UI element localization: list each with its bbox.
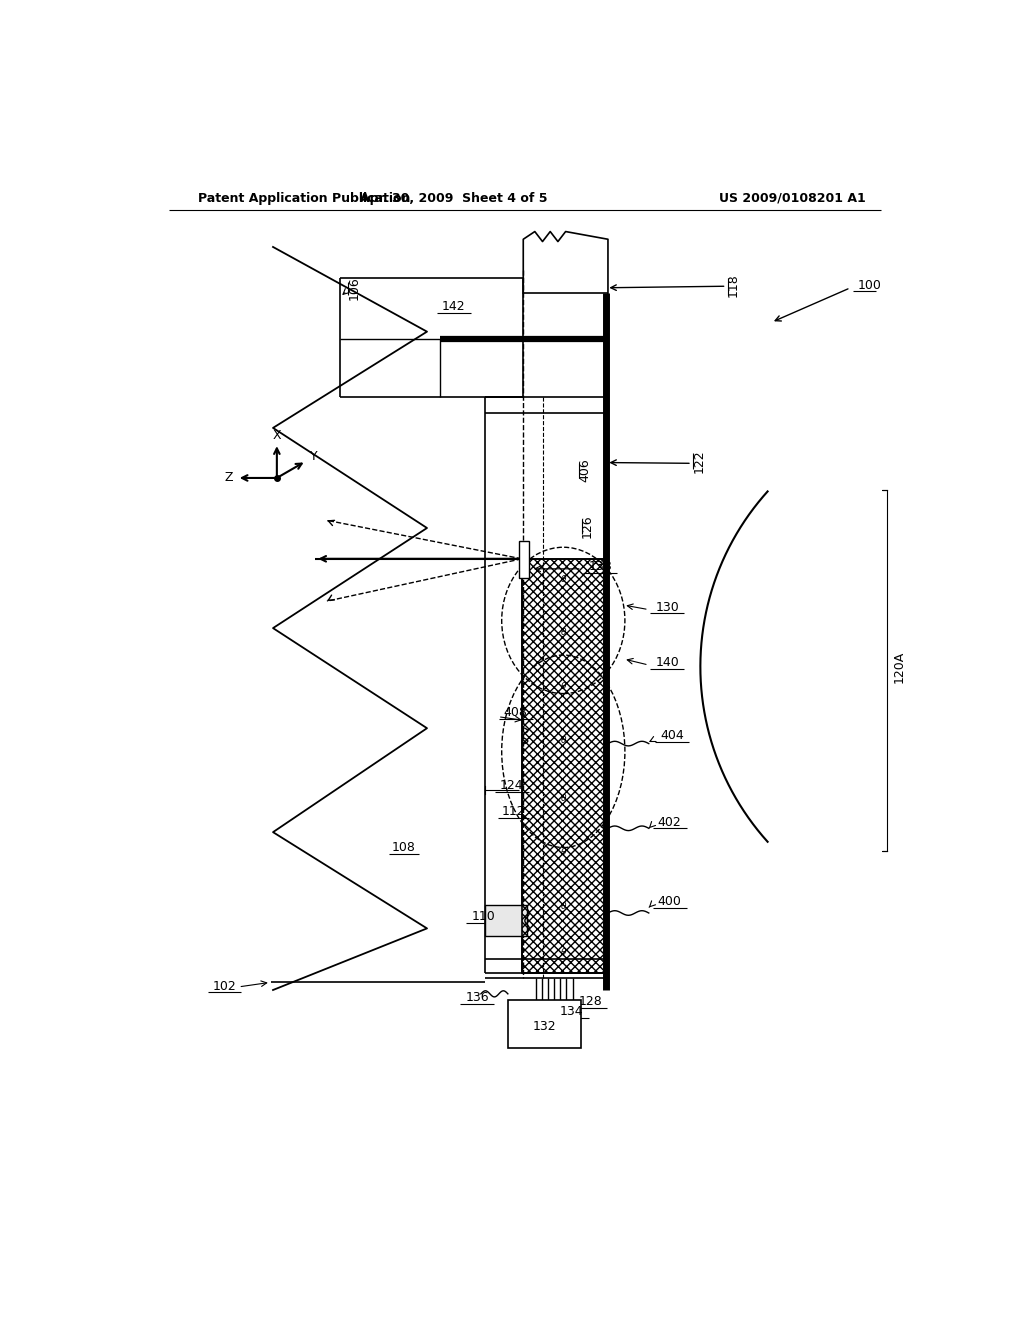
Text: 102: 102: [213, 979, 237, 993]
Text: X: X: [272, 429, 282, 442]
Text: Y: Y: [310, 450, 317, 463]
Bar: [508, 1001, 581, 1048]
Text: 108: 108: [392, 841, 416, 854]
Text: 122: 122: [692, 449, 706, 473]
Text: 408: 408: [504, 706, 527, 719]
Text: 406: 406: [579, 458, 592, 482]
Text: $\theta$: $\theta$: [560, 946, 567, 957]
Text: 130: 130: [655, 601, 679, 614]
Text: $\theta$: $\theta$: [560, 680, 567, 692]
Text: 140: 140: [655, 656, 679, 669]
Text: 100: 100: [858, 279, 882, 292]
Text: 124: 124: [500, 779, 523, 792]
Text: 118: 118: [727, 273, 740, 297]
Text: 126: 126: [581, 515, 594, 539]
Text: 132: 132: [532, 1020, 556, 1034]
Text: $\theta$: $\theta$: [560, 846, 567, 857]
Text: Z: Z: [225, 471, 233, 484]
Text: Apr. 30, 2009  Sheet 4 of 5: Apr. 30, 2009 Sheet 4 of 5: [360, 191, 548, 205]
Text: 136: 136: [465, 991, 488, 1005]
Text: 400: 400: [657, 895, 682, 908]
Text: Patent Application Publication: Patent Application Publication: [199, 191, 411, 205]
Text: 120A: 120A: [893, 651, 906, 682]
Text: 106: 106: [347, 276, 360, 300]
Text: 112: 112: [502, 805, 525, 818]
Text: $\theta$: $\theta$: [560, 900, 567, 911]
Bar: [521, 558, 605, 973]
Text: US 2009/0108201 A1: US 2009/0108201 A1: [720, 191, 866, 205]
Bar: [518, 541, 529, 578]
Text: 138: 138: [589, 560, 612, 573]
Text: 110: 110: [471, 911, 495, 924]
Text: $\theta$: $\theta$: [560, 792, 567, 803]
Text: 134: 134: [560, 1005, 584, 1018]
Text: 404: 404: [660, 730, 684, 742]
Bar: [484, 906, 527, 936]
Text: $\theta$: $\theta$: [560, 573, 567, 583]
Text: $\theta$: $\theta$: [560, 627, 567, 638]
Text: $\theta$: $\theta$: [560, 734, 567, 746]
Text: 128: 128: [579, 995, 602, 1008]
Text: 402: 402: [657, 816, 681, 829]
Text: 142: 142: [442, 300, 466, 313]
